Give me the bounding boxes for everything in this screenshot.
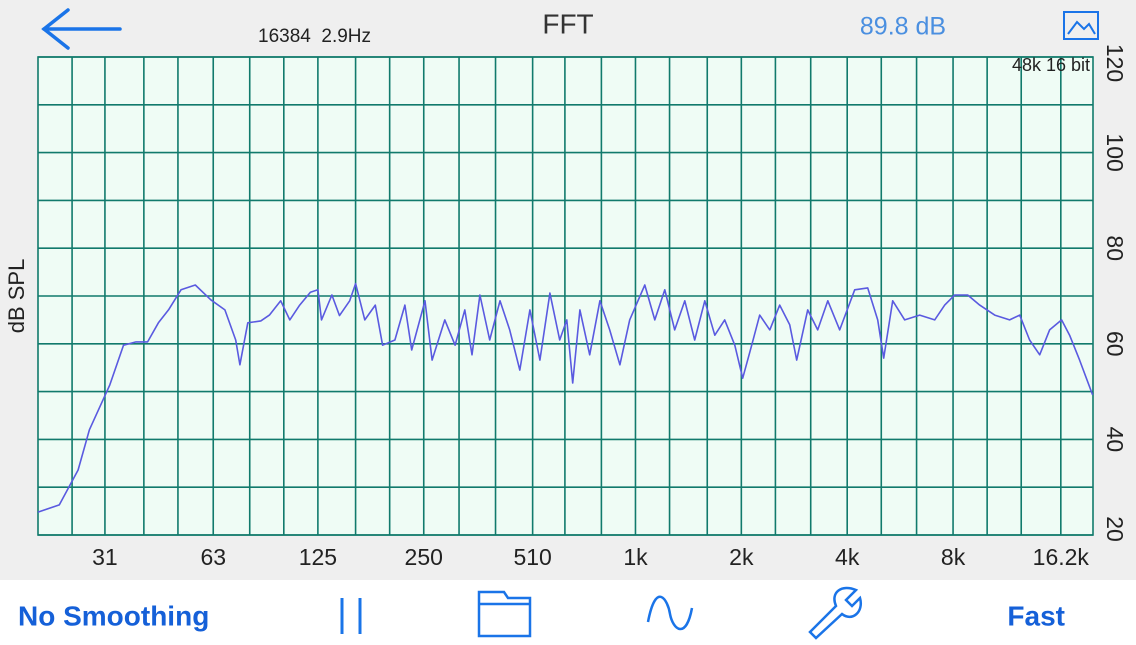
x-tick-label: 63 xyxy=(200,544,226,570)
spectrum-line xyxy=(37,282,1094,513)
y-tick-label: 20 xyxy=(1102,516,1128,542)
folder-button[interactable] xyxy=(477,590,532,638)
plot: 31 63 125 250 510 1k 2k 4k 8k 16.2k 20 40 60 80 100 120… xyxy=(4,44,1128,570)
smoothing-button[interactable]: No Smoothing xyxy=(18,600,209,631)
x-tick-label: 125 xyxy=(299,544,337,570)
x-tick-label: 1k xyxy=(623,544,648,570)
image-button[interactable] xyxy=(1063,11,1099,40)
y-tick-label: 80 xyxy=(1102,235,1128,261)
x-tick-label: 8k xyxy=(941,544,966,570)
settings-button[interactable] xyxy=(808,586,863,640)
x-tick-label: 16.2k xyxy=(1033,544,1090,570)
y-tick-label: 120 xyxy=(1102,44,1128,82)
back-button[interactable] xyxy=(41,8,122,50)
x-tick-label: 2k xyxy=(729,544,754,570)
y-tick-label: 40 xyxy=(1102,427,1128,453)
signal-button[interactable] xyxy=(646,595,694,631)
resolution: 16384 2.9Hz xyxy=(258,26,371,47)
y-axis-label: dB SPL xyxy=(4,259,29,334)
x-tick-label: 510 xyxy=(513,544,551,570)
x-tick-label: 31 xyxy=(92,544,118,570)
screen-title: FFT xyxy=(542,8,593,39)
y-tick-label: 60 xyxy=(1102,331,1128,357)
speed-button[interactable]: Fast xyxy=(1007,600,1065,631)
level-readout: 89.8 dB xyxy=(860,13,946,41)
annotation: 48k 16 bit xyxy=(1012,55,1090,75)
x-tick-label: 4k xyxy=(835,544,860,570)
pause-button[interactable] xyxy=(340,598,362,634)
toolbar-background xyxy=(0,580,1136,640)
plot-frame xyxy=(37,56,1094,536)
y-tick-label: 100 xyxy=(1102,133,1128,171)
x-tick-label: 250 xyxy=(405,544,443,570)
